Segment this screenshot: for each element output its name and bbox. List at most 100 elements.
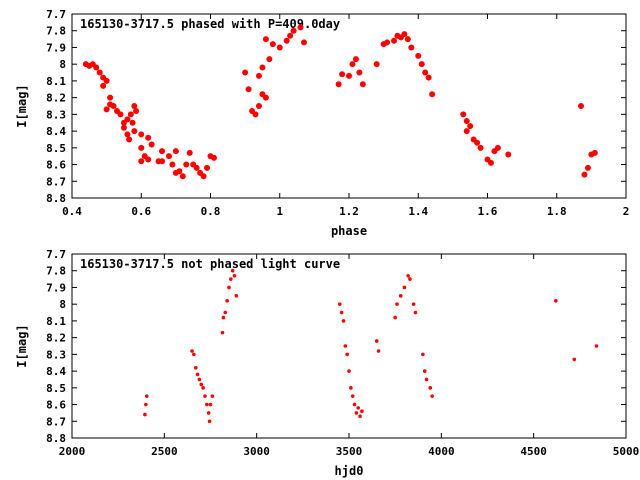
data-point xyxy=(129,119,136,126)
data-point xyxy=(290,27,297,34)
data-point xyxy=(350,394,355,398)
data-point xyxy=(145,134,152,141)
x-tick-label: 5000 xyxy=(613,445,640,458)
data-point xyxy=(430,394,434,398)
data-point xyxy=(402,285,407,290)
data-point xyxy=(428,386,433,390)
data-point xyxy=(220,330,225,335)
plot-title: 165130-3717.5 not phased light curve xyxy=(80,257,340,271)
data-point xyxy=(143,412,147,417)
data-point xyxy=(406,273,410,278)
data-point xyxy=(199,382,204,387)
data-point xyxy=(103,106,110,113)
x-tick-label: 1.2 xyxy=(339,205,359,218)
data-point xyxy=(594,344,599,348)
data-point xyxy=(343,344,348,348)
data-point xyxy=(179,173,186,180)
data-point xyxy=(207,419,212,424)
data-point xyxy=(221,315,226,320)
data-point xyxy=(169,161,176,168)
data-point xyxy=(422,69,429,76)
y-tick-label: 8.4 xyxy=(46,365,66,378)
data-point xyxy=(165,153,172,160)
x-tick-label: 4000 xyxy=(428,445,455,458)
data-point xyxy=(505,151,512,158)
data-point xyxy=(124,131,131,138)
data-point xyxy=(581,171,588,178)
data-point xyxy=(463,128,470,135)
data-point xyxy=(422,369,427,373)
data-point xyxy=(245,86,252,93)
data-point xyxy=(339,71,346,78)
data-point xyxy=(107,94,114,101)
data-point xyxy=(93,64,100,71)
data-point xyxy=(210,154,217,161)
data-point xyxy=(358,414,362,419)
data-point xyxy=(352,402,357,407)
data-point xyxy=(408,277,412,281)
data-point xyxy=(117,111,124,118)
y-tick-label: 7.8 xyxy=(46,25,66,38)
data-point xyxy=(230,268,235,273)
plot-frame xyxy=(71,253,627,439)
plot-frame xyxy=(71,13,627,199)
data-point xyxy=(223,310,228,315)
data-point xyxy=(494,144,501,151)
y-tick-label: 8.5 xyxy=(46,142,66,155)
y-tick-label: 8.2 xyxy=(46,92,66,105)
y-tick-label: 7.8 xyxy=(46,265,66,278)
data-point xyxy=(204,164,211,171)
y-tick-label: 8.5 xyxy=(46,382,66,395)
y-tick-label: 7.9 xyxy=(46,281,66,294)
x-tick-label: 2000 xyxy=(59,445,86,458)
data-point xyxy=(193,164,200,171)
y-tick-label: 8.8 xyxy=(46,432,66,445)
y-axis-label: I[mag] xyxy=(15,324,29,367)
x-tick-label: 1.8 xyxy=(547,205,567,218)
data-point xyxy=(391,37,398,44)
data-point xyxy=(356,69,363,76)
data-point xyxy=(148,141,155,148)
y-axis-label: I[mag] xyxy=(15,84,29,127)
data-point xyxy=(359,81,366,88)
data-point xyxy=(201,386,205,390)
data-point xyxy=(337,302,342,306)
data-point xyxy=(176,168,183,175)
data-point xyxy=(229,277,233,281)
data-point xyxy=(124,116,131,123)
phased-light-curve-panel: 0.4 0.6 0.8 1 1.2 1.4 1.6 1.8 2 7.7 7.8 7.9 8 8.1 8.2 8… xyxy=(15,8,629,238)
data-point xyxy=(227,285,231,290)
data-point xyxy=(591,149,598,156)
data-point xyxy=(373,61,380,68)
x-tick-label: 0.8 xyxy=(201,205,221,218)
data-point xyxy=(404,36,411,43)
data-point xyxy=(234,294,239,298)
data-point xyxy=(193,365,198,370)
data-point xyxy=(463,118,470,125)
y-tick-label: 8.6 xyxy=(46,159,66,172)
data-point xyxy=(352,56,359,63)
data-point xyxy=(145,156,152,163)
data-point xyxy=(346,72,352,79)
data-point xyxy=(255,72,262,79)
data-point xyxy=(138,158,145,165)
data-point xyxy=(133,108,140,115)
data-point xyxy=(477,144,484,151)
y-tick-label: 8 xyxy=(59,58,66,71)
data-point xyxy=(205,402,209,407)
x-tick-label: 1.6 xyxy=(478,205,498,218)
data-point xyxy=(159,158,166,165)
data-point xyxy=(425,74,432,81)
data-point xyxy=(103,77,110,84)
data-point xyxy=(262,36,269,43)
data-point xyxy=(120,124,127,131)
x-axis-label: phase xyxy=(331,224,367,238)
x-tick-label: 1.4 xyxy=(408,205,428,218)
x-tick-label: 4500 xyxy=(520,445,547,458)
x-tick-label: 1 xyxy=(276,205,283,218)
data-point xyxy=(127,111,134,118)
data-point xyxy=(584,164,591,171)
y-tick-label: 8.1 xyxy=(46,75,66,88)
data-point xyxy=(200,173,207,180)
